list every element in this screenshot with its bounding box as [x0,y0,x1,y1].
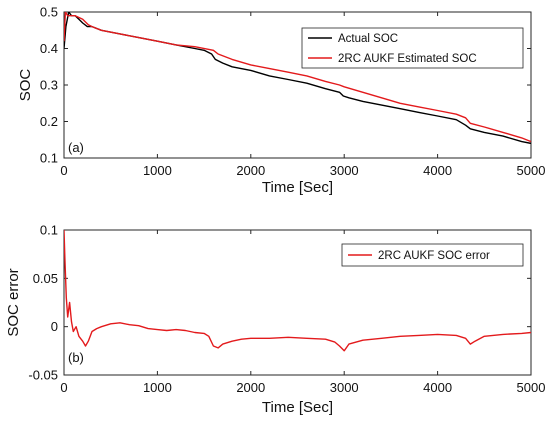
panel-a-ytick-label: 0.1 [40,151,58,166]
panel-a-series-2rc-aukf-estimated-soc [64,12,531,143]
panel-a-xtick-label: 2000 [236,163,265,178]
panel-b-tag: (b) [68,350,84,365]
panel-b-xlabel: Time [Sec] [262,399,333,416]
panel-b-xtick-label: 4000 [423,380,452,395]
panel-b-ytick-label: 0.1 [40,223,58,238]
panel-a-ytick-label: 0.5 [40,5,58,20]
panel-a-ytick-label: 0.2 [40,114,58,129]
panel-b-ylabel: SOC error [5,268,22,336]
panel-b-xtick-label: 1000 [143,380,172,395]
panel-b-legend-entry: 2RC AUKF SOC error [378,250,490,262]
panel-b-legend-box [341,243,524,267]
panel-a-xtick-label: 5000 [517,163,546,178]
panel-a-ytick-label: 0.4 [40,41,58,56]
panel-a-xtick-label: 1000 [143,163,172,178]
panel-a-xtick-label: 0 [60,163,67,178]
panel-a-tag: (a) [68,140,84,155]
panel-a-ylabel: SOC [17,69,34,102]
panel-b-xtick-label: 2000 [236,380,265,395]
panel-b-ytick-label: 0 [51,319,58,334]
panel-a-ytick-label: 0.3 [40,78,58,93]
panel-a-series-actual-soc [64,12,531,145]
panel-a-legend-box [301,27,524,69]
panel-a-xtick-label: 4000 [423,163,452,178]
panel-a-xlabel: Time [Sec] [262,179,333,196]
panel-b-xtick-label: 5000 [517,380,546,395]
panel-b-xtick-label: 3000 [330,380,359,395]
panel-a-legend-entry: Actual SOC [338,33,398,45]
panel-b-ytick-label: 0.05 [33,271,58,286]
panel-b-xtick-label: 0 [60,380,67,395]
panel-a-xtick-label: 3000 [330,163,359,178]
panel-b-ytick-label: -0.05 [28,368,58,383]
panel-b-series-2rc-aukf-soc-error [64,230,531,352]
panel-a-legend-entry: 2RC AUKF Estimated SOC [338,53,477,65]
